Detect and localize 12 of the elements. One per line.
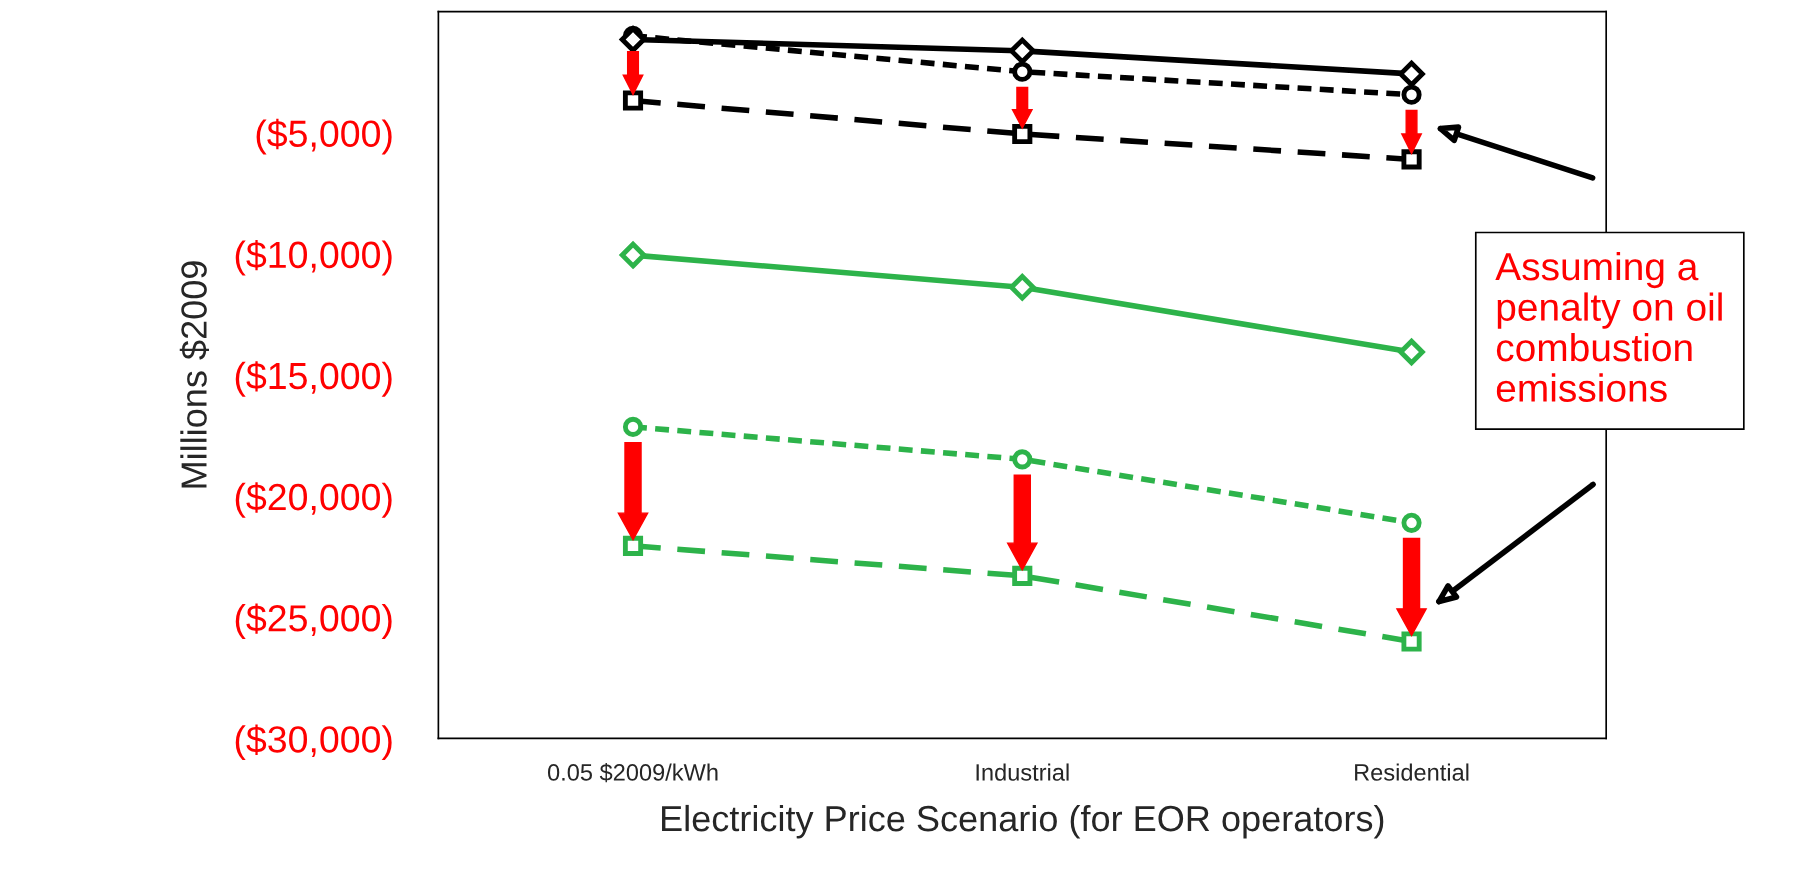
y-tick-label: ($15,000): [235, 361, 392, 397]
annotation: Assuming a penalty on oil combustion emissions: [1495, 251, 1722, 402]
x-tick-label: Industrial: [976, 763, 1069, 781]
y-tick-label: ($20,000): [235, 482, 392, 518]
y-tick-label: ($25,000): [235, 603, 392, 639]
x-axis-title: Electricity Price Scenario (for EOR operators): [662, 804, 1384, 839]
x-tick-label: 0.05 $2009/kWh: [547, 763, 718, 783]
x-tick-label: Residential: [1355, 763, 1469, 781]
y-axis-title: Millions $2009: [179, 261, 209, 488]
y-tick-label: ($10,000): [235, 240, 392, 276]
y-tick-label: ($30,000): [235, 724, 392, 761]
y-tick-label: ($5,000): [256, 118, 392, 155]
